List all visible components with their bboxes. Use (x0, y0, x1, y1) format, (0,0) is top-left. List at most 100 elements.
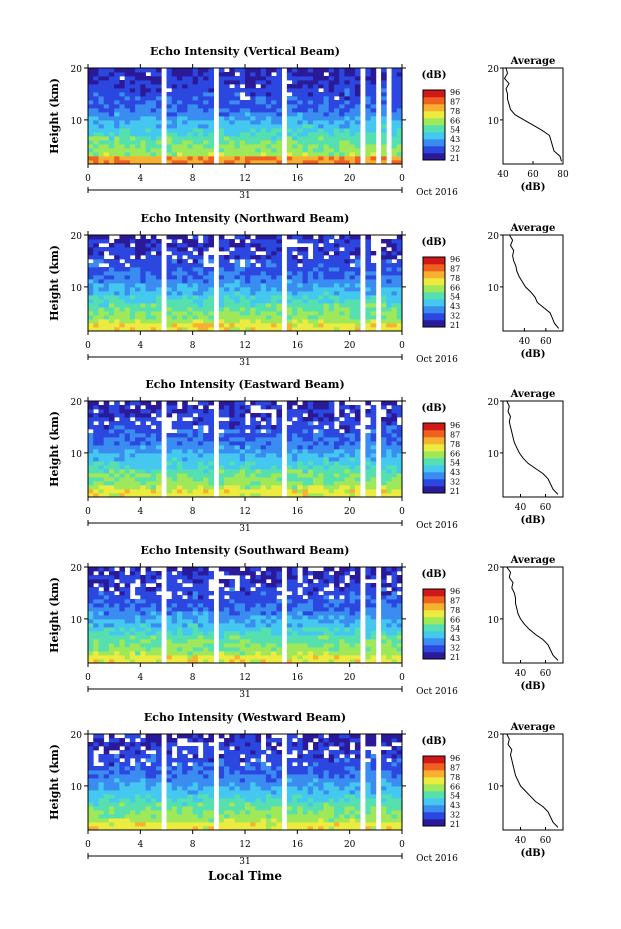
heatmap-cell (386, 299, 392, 304)
heatmap-cell (271, 583, 277, 588)
heatmap-cell (396, 96, 403, 101)
heatmap-cell (166, 587, 173, 592)
heatmap-cell (166, 603, 173, 608)
heatmap-cell (145, 255, 152, 260)
heatmap-cell (135, 271, 141, 276)
heatmap-cell (171, 283, 178, 288)
heatmap-cell (119, 295, 126, 300)
heatmap-cell (224, 433, 230, 438)
heatmap-cell (307, 405, 314, 410)
heatmap-cell (176, 639, 183, 644)
heatmap-cell (124, 651, 131, 656)
heatmap-cell (176, 295, 183, 300)
heatmap-cell (391, 421, 398, 426)
heatmap-cell (250, 599, 256, 604)
heatmap-cell (93, 72, 99, 77)
heatmap-cell (150, 140, 157, 145)
heatmap-cell (114, 623, 120, 628)
heatmap-cell (250, 477, 256, 482)
heatmap-cell (150, 647, 157, 652)
heatmap-cell (108, 445, 115, 450)
heatmap-cell (292, 603, 298, 608)
heatmap-cell (250, 631, 256, 636)
heatmap-cell (98, 80, 105, 85)
heatmap-cell (328, 635, 335, 640)
heatmap-cell (208, 96, 214, 101)
heatmap-cell (292, 315, 298, 320)
heatmap-cell (354, 299, 361, 304)
heatmap-cell (197, 615, 204, 620)
heatmap-cell (182, 567, 188, 572)
heatmap-cell (271, 627, 277, 632)
heatmap-cell (307, 124, 314, 129)
heatmap-cell (396, 80, 403, 85)
heatmap-cell (370, 327, 377, 332)
heatmap-cell (265, 433, 272, 438)
heatmap-cell (93, 425, 99, 430)
heatmap-cell (224, 112, 230, 117)
heatmap-cell (203, 445, 209, 450)
heatmap-cell (176, 80, 183, 85)
heatmap-cell (234, 136, 241, 141)
heatmap-cell (323, 112, 330, 117)
heatmap-cell (187, 100, 194, 105)
heatmap-cell (93, 243, 99, 248)
heatmap-cell (182, 437, 188, 442)
heatmap-cell (145, 307, 152, 312)
heatmap-cell (370, 271, 377, 276)
heatmap-cell (239, 631, 246, 636)
heatmap-cell (140, 327, 146, 332)
heatmap-cell (150, 92, 157, 97)
heatmap-cell (333, 461, 340, 466)
heatmap-cell (318, 615, 324, 620)
heatmap-cell (250, 136, 256, 141)
heatmap-cell (234, 643, 241, 648)
heatmap-cell (265, 323, 272, 328)
heatmap-cell (135, 587, 141, 592)
heatmap-cell (339, 263, 345, 268)
heatmap-cell (119, 136, 126, 141)
heatmap-cell (150, 623, 157, 628)
heatmap-cell (396, 68, 403, 73)
heatmap-cell (323, 100, 330, 105)
heatmap-cell (265, 445, 272, 450)
heatmap-cell (370, 485, 377, 490)
heatmap-cell (292, 575, 298, 580)
heatmap-cell (140, 96, 146, 101)
heatmap-cell (313, 299, 319, 304)
heatmap-cell (271, 481, 277, 486)
heatmap-cell (365, 263, 371, 268)
heatmap-cell (197, 643, 204, 648)
heatmap-cell (197, 267, 204, 272)
heatmap-cell (98, 128, 105, 133)
heatmap-cell (229, 136, 235, 141)
heatmap-cell (302, 575, 309, 580)
heatmap-cell (271, 96, 277, 101)
heatmap-cell (386, 417, 392, 422)
heatmap-cell (108, 571, 115, 576)
heatmap-cell (229, 68, 235, 73)
heatmap-cell (271, 647, 277, 652)
heatmap-cell (119, 579, 126, 584)
heatmap-cell (239, 635, 246, 640)
heatmap-cell (339, 120, 345, 125)
heatmap-cell (98, 413, 105, 418)
heatmap-cell (391, 307, 398, 312)
heatmap-cell (323, 595, 330, 600)
heatmap-cell (103, 239, 110, 244)
heatmap-cell (333, 619, 340, 624)
heatmap-cell (208, 323, 214, 328)
heatmap-cell (286, 251, 293, 256)
heatmap-cell (156, 275, 162, 280)
heatmap-cell (297, 477, 303, 482)
heatmap-cell (192, 148, 199, 153)
heatmap-cell (250, 627, 256, 632)
heatmap-cell (229, 583, 235, 588)
heatmap-cell (255, 615, 262, 620)
heatmap-cell (396, 267, 403, 272)
heatmap-cell (255, 437, 262, 442)
heatmap-cell (103, 493, 110, 498)
heatmap-cell (297, 128, 303, 133)
heatmap-cell (339, 631, 345, 636)
heatmap-cell (265, 144, 272, 149)
